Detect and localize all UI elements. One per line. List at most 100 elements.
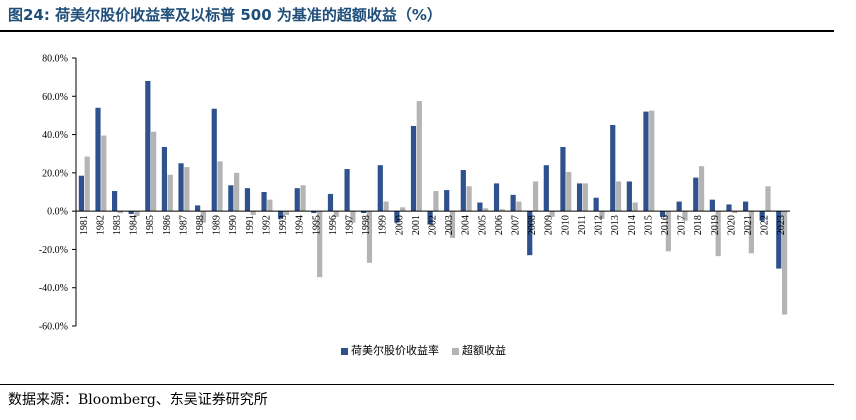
y-tick-label: 20.0% (42, 168, 68, 179)
bar-series-2 (383, 201, 389, 212)
y-tick-label: -60.0% (39, 322, 68, 333)
x-tick-label: 1996 (328, 215, 339, 235)
x-tick-label: 2023 (776, 215, 787, 235)
x-tick-label: 2022 (760, 215, 771, 235)
bar-series-1 (709, 199, 715, 212)
bar-series-2 (200, 211, 207, 223)
x-tick-label: 2021 (743, 215, 754, 235)
bar-series-1 (178, 163, 184, 212)
bar-series-2 (615, 181, 622, 212)
bar-series-2 (151, 131, 157, 212)
x-tick-label: 1982 (95, 215, 106, 235)
x-tick-label: 1985 (145, 215, 156, 235)
bar-series-2 (715, 211, 721, 257)
bar-series-2 (234, 172, 240, 212)
x-tick-label: 2012 (594, 215, 605, 235)
bar-series-1 (361, 211, 367, 214)
x-tick-label: 1990 (228, 215, 239, 235)
bar-series-2 (782, 211, 788, 315)
x-tick-label: 1983 (112, 215, 123, 235)
bar-series-1 (593, 197, 599, 212)
x-tick-label: 1999 (378, 215, 389, 235)
bar-series-1 (228, 185, 234, 212)
x-tick-label: 1984 (129, 215, 140, 235)
bar-series-2 (217, 161, 223, 212)
bar-series-1 (742, 201, 749, 212)
y-tick-label: 60.0% (42, 92, 68, 103)
x-tick-label: 1989 (212, 215, 223, 235)
bar-series-2 (317, 211, 323, 278)
x-tick-label: 2019 (710, 215, 721, 235)
bar-series-2 (682, 211, 688, 221)
bar-series-2 (283, 211, 290, 215)
bar-series-1 (410, 125, 417, 212)
bar-series-2 (532, 181, 539, 212)
x-tick-label: 1991 (245, 215, 256, 235)
bar-series-1 (311, 211, 317, 214)
bar-series-2 (333, 211, 339, 217)
x-tick-label: 2020 (726, 215, 737, 235)
bar-series-1 (493, 183, 500, 212)
bar-series-1 (195, 205, 201, 212)
x-tick-label: 1997 (344, 215, 355, 235)
bar-series-2 (134, 211, 140, 216)
bar-series-2 (582, 183, 588, 212)
x-tick-label: 2009 (544, 215, 555, 235)
x-tick-label: 1995 (311, 215, 322, 235)
x-tick-label: 1981 (79, 215, 90, 235)
bar-series-1 (427, 211, 433, 225)
bar-series-1 (460, 169, 466, 212)
bar-series-1 (128, 211, 134, 215)
bar-series-1 (278, 211, 284, 219)
bar-series-2 (632, 202, 638, 212)
figure-title: 图24: 荷美尔股价收益率及以标普 500 为基准的超额收益（%） (8, 6, 442, 24)
source-note: 数据来源：Bloomberg、东吴证券研究所 (8, 392, 268, 408)
bar-series-1 (659, 211, 666, 217)
bar-series-1 (576, 183, 583, 212)
bar-series-2 (433, 191, 439, 212)
x-tick-label: 2018 (693, 215, 704, 235)
bar-series-1 (643, 111, 649, 212)
x-tick-label: 1986 (162, 215, 173, 235)
bar-series-2 (366, 211, 373, 263)
x-tick-label: 2016 (660, 215, 671, 235)
bar-series-2 (649, 110, 655, 212)
top-rule (0, 30, 834, 32)
bar-series-1 (261, 192, 267, 212)
bar-series-2 (466, 186, 472, 212)
x-tick-label: 1998 (361, 215, 372, 235)
x-tick-label: 2003 (444, 215, 455, 235)
bar-series-1 (676, 201, 682, 212)
bar-series-1 (693, 177, 699, 212)
x-tick-label: 1987 (178, 215, 189, 235)
bar-series-1 (560, 147, 566, 212)
x-tick-label: 2004 (461, 215, 472, 235)
x-tick-label: 1992 (261, 215, 272, 235)
bar-series-1 (726, 204, 732, 212)
bar-series-1 (294, 188, 300, 212)
x-tick-label: 2000 (394, 215, 405, 235)
bar-series-2 (250, 211, 256, 215)
bar-series-1 (444, 190, 450, 212)
legend-swatch-series-1 (341, 348, 348, 355)
x-tick-label: 2011 (577, 215, 588, 235)
bar-series-1 (244, 188, 251, 212)
x-tick-label: 2005 (477, 215, 488, 235)
bar-series-2 (184, 167, 190, 212)
bar-series-2 (516, 201, 522, 212)
x-tick-label: 2015 (643, 215, 654, 235)
bar-series-1 (95, 107, 101, 212)
x-tick-label: 1988 (195, 215, 206, 235)
x-tick-label: 2013 (610, 215, 621, 235)
bar-series-1 (377, 165, 383, 212)
x-tick-label: 2001 (411, 215, 422, 235)
y-tick-label: -20.0% (39, 245, 68, 256)
bar-series-2 (665, 211, 671, 252)
bar-series-2 (101, 135, 107, 212)
bar-series-2 (698, 166, 705, 212)
bar-series-2 (400, 207, 406, 212)
bar-series-2 (84, 156, 90, 212)
bar-series-2 (549, 211, 555, 217)
bar-series-1 (477, 202, 483, 212)
bar-series-1 (145, 80, 151, 212)
